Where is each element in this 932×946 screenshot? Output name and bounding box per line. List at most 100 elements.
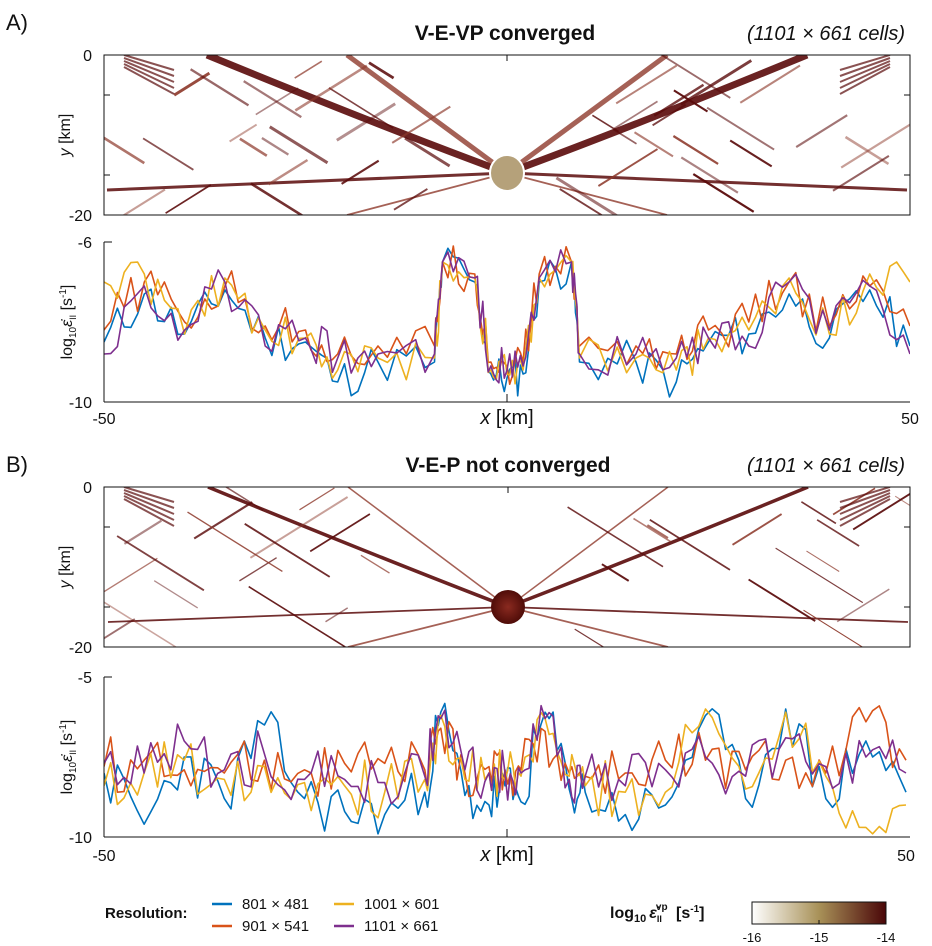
map-a-ytick-0: 0 bbox=[83, 48, 92, 65]
ylabel-sub: 10 bbox=[68, 761, 79, 773]
shear-band-thin bbox=[803, 609, 864, 647]
shear-band-thin bbox=[341, 159, 380, 185]
shear-band-corner bbox=[123, 60, 175, 83]
map-a-ylabel-unit: [km] bbox=[57, 114, 74, 149]
line-a-xlabel: x [km] bbox=[479, 407, 533, 429]
shear-band-thin bbox=[555, 176, 619, 215]
line-a-ytick-1: -10 bbox=[69, 395, 92, 412]
shear-band-thin bbox=[244, 523, 331, 578]
ylabel-exp: -1 bbox=[58, 724, 69, 733]
legend-title: Resolution: bbox=[105, 905, 188, 922]
ylabel-eps: ε̇ bbox=[59, 319, 76, 327]
shear-band-main bbox=[505, 55, 669, 176]
shear-band-thin bbox=[800, 501, 837, 525]
shear-band-thin bbox=[613, 100, 658, 130]
map-b-inclusion bbox=[491, 590, 525, 624]
colorbar-tick-1: -15 bbox=[810, 930, 829, 945]
xlabel-var: x bbox=[479, 407, 491, 429]
shear-band-thin bbox=[633, 131, 674, 158]
shear-band-thin bbox=[325, 607, 349, 623]
cb-close: ] bbox=[699, 905, 704, 922]
shear-band-thin bbox=[613, 128, 637, 145]
shear-band-thin bbox=[775, 547, 864, 604]
map-a-shear-bands bbox=[104, 55, 910, 215]
shear-band-thin bbox=[294, 64, 368, 112]
map-a-ylabel-var: y bbox=[57, 147, 74, 157]
shear-band-corner bbox=[123, 57, 175, 77]
line-b-xtick-0: -50 bbox=[92, 848, 115, 865]
shear-band-corner bbox=[839, 492, 891, 515]
shear-band-corner bbox=[839, 57, 891, 77]
shear-band-thin bbox=[336, 102, 396, 142]
cb-sup: vp bbox=[656, 902, 668, 913]
line-a-ylabel: log10ε̇II [s-1] bbox=[58, 285, 79, 360]
ylabel-exp: -1 bbox=[58, 289, 69, 298]
map-b-ylabel-unit: [km] bbox=[57, 546, 74, 581]
shear-band-corner bbox=[839, 60, 891, 83]
shear-band-thin bbox=[104, 601, 178, 647]
shear-band-thin bbox=[224, 487, 264, 511]
shear-band-thin bbox=[680, 156, 739, 194]
shear-band-lower bbox=[507, 606, 669, 647]
shear-band-thin bbox=[404, 136, 451, 168]
series-line-2 bbox=[104, 245, 910, 385]
shear-band-main bbox=[505, 55, 809, 177]
shear-band-thin bbox=[840, 123, 910, 169]
ylabel-sub: 10 bbox=[68, 326, 79, 338]
shear-band-thin bbox=[142, 137, 194, 171]
xlabel-unit: [km] bbox=[490, 844, 533, 866]
shear-band-thin bbox=[165, 184, 212, 214]
shear-band-main bbox=[347, 487, 509, 608]
cb-sub: 10 bbox=[634, 913, 646, 925]
shear-band-thin bbox=[706, 106, 775, 151]
series-line-4 bbox=[104, 704, 907, 805]
shear-band-thin bbox=[673, 89, 709, 113]
map-b-frame bbox=[103, 486, 911, 648]
shear-band-corner bbox=[839, 489, 891, 509]
shear-band-thin bbox=[255, 87, 299, 116]
shear-band-thin bbox=[559, 188, 604, 215]
shear-band-thin bbox=[123, 519, 162, 545]
shear-band-corner bbox=[839, 487, 891, 503]
shear-band-main bbox=[207, 487, 509, 609]
shear-band-corner bbox=[123, 63, 175, 89]
shear-band-thin bbox=[836, 588, 890, 623]
shear-band-thin bbox=[692, 173, 755, 213]
shear-band-lower bbox=[506, 172, 668, 215]
shear-band-thin bbox=[672, 135, 719, 165]
ylabel-sub2: II bbox=[68, 315, 78, 320]
shear-band-corner bbox=[123, 487, 175, 503]
shear-band-lower bbox=[106, 171, 508, 192]
shear-band-corner bbox=[123, 498, 175, 527]
line-b-ytick-1: -10 bbox=[69, 830, 92, 847]
shear-band-main bbox=[205, 55, 509, 177]
shear-band-lower bbox=[107, 606, 509, 623]
line-plot-b: -5 -10 -50 50 x [km] log10ε̇II [s-1] bbox=[58, 670, 915, 866]
shear-band-thin bbox=[104, 557, 158, 593]
xlabel-var: x bbox=[479, 844, 491, 866]
shear-band-thin bbox=[328, 87, 394, 129]
shear-band-thin bbox=[239, 137, 268, 157]
shear-band-thin bbox=[229, 123, 258, 143]
shear-band-corner bbox=[839, 63, 891, 89]
shear-band-thin bbox=[748, 578, 816, 622]
cb-log: log bbox=[610, 905, 634, 922]
ylabel-eps: ε̇ bbox=[59, 754, 76, 762]
series-line-3 bbox=[104, 254, 910, 385]
shear-band-thin bbox=[248, 585, 346, 647]
shear-band-corner bbox=[839, 55, 891, 71]
map-b-ylabel: y [km] bbox=[57, 546, 74, 590]
shear-band-thin bbox=[391, 105, 451, 144]
map-b-shear-bands bbox=[104, 487, 910, 647]
shear-band-corner bbox=[123, 495, 175, 521]
map-b-ytick-1: -20 bbox=[69, 640, 92, 657]
shear-band-main bbox=[507, 487, 669, 608]
shear-band-main bbox=[507, 487, 809, 609]
shear-band-thin bbox=[249, 496, 349, 559]
shear-band-corner bbox=[123, 489, 175, 509]
line-a-xtick-1: 50 bbox=[901, 411, 919, 428]
map-a-y-axis: 0 -20 y [km] bbox=[57, 48, 910, 225]
shear-band-thin bbox=[832, 155, 890, 192]
cb-sub2: II bbox=[657, 914, 662, 924]
legend-label-1: 901 × 541 bbox=[242, 918, 309, 935]
